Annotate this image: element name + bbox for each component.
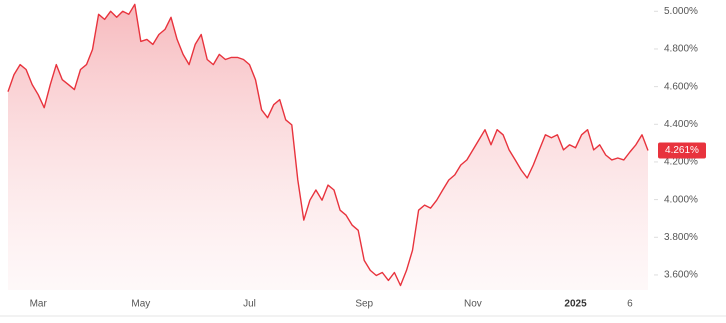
y-tick-label: 4.600% bbox=[664, 81, 698, 92]
last-value-label: 4.261% bbox=[665, 145, 699, 156]
y-tick-label: 3.800% bbox=[664, 232, 698, 243]
last-value-badge bbox=[658, 142, 706, 159]
y-tick-label: 4.200% bbox=[664, 157, 698, 168]
x-tick-label: 2025 bbox=[564, 299, 587, 310]
x-tick-label: Nov bbox=[464, 299, 482, 310]
line bbox=[7, 3, 649, 287]
x-tick-label: Sep bbox=[355, 299, 373, 310]
x-tick-label: 6 bbox=[627, 299, 633, 310]
y-tick-label: 3.600% bbox=[664, 270, 698, 281]
y-tick-label: 4.400% bbox=[664, 119, 698, 130]
x-tick-label: Mar bbox=[30, 299, 48, 310]
y-tick-label: 5.000% bbox=[664, 6, 698, 17]
x-tick-label: Jul bbox=[243, 299, 256, 310]
area-fill bbox=[8, 4, 648, 291]
y-tick-label: 4.000% bbox=[664, 194, 698, 205]
x-tick-label: May bbox=[131, 299, 150, 310]
y-tick-label: 4.800% bbox=[664, 44, 698, 55]
